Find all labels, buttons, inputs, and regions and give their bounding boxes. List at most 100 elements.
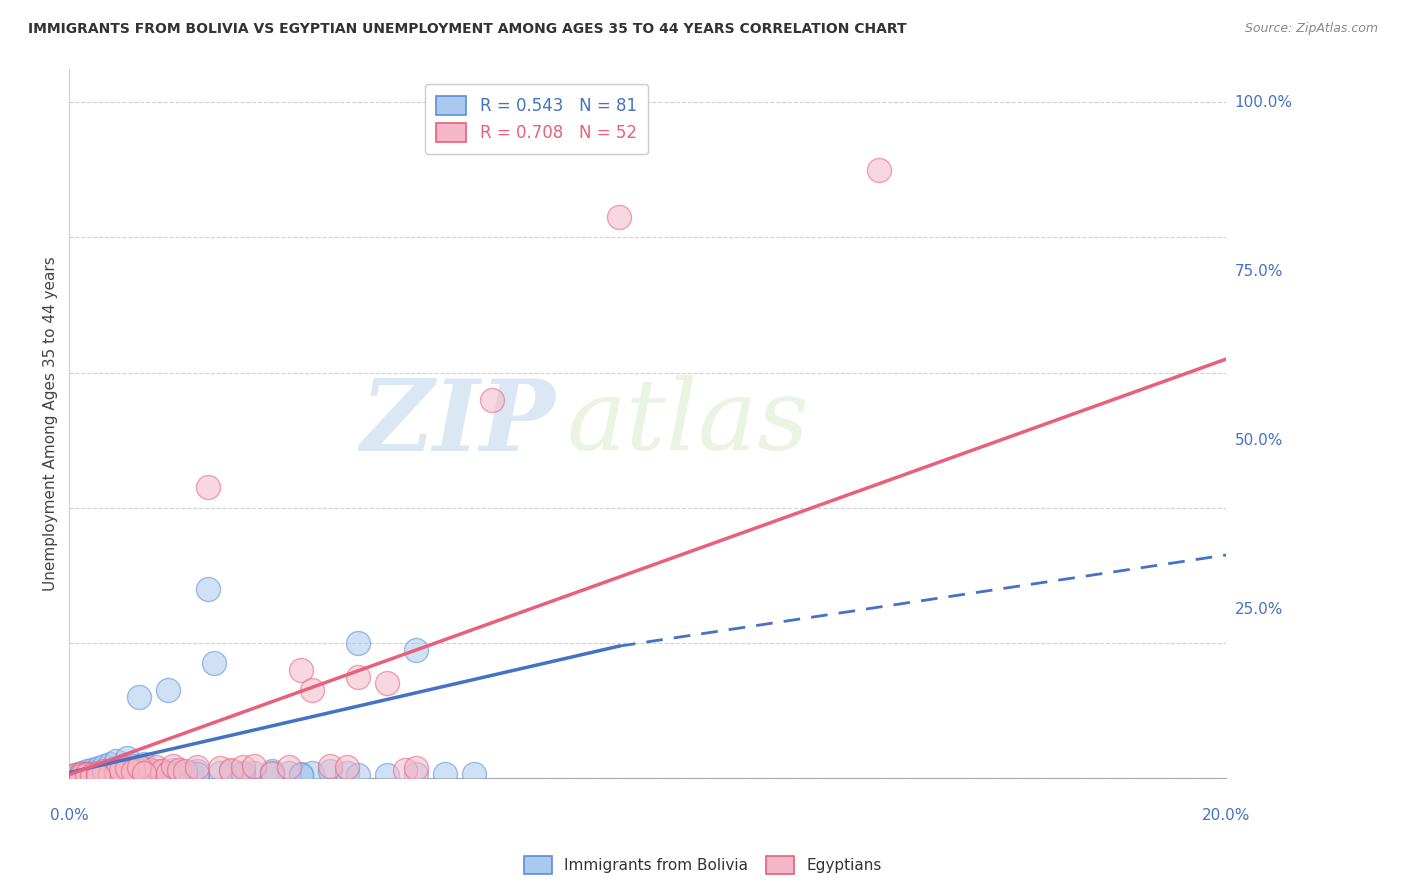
Point: [174, 764, 197, 779]
Point: [121, 758, 143, 772]
Point: [167, 767, 190, 781]
Point: [69, 769, 91, 783]
Point: [76, 767, 98, 781]
Point: [134, 762, 156, 776]
Point: [110, 767, 132, 781]
Point: [87, 768, 110, 782]
Point: [128, 690, 150, 704]
Point: [156, 765, 179, 780]
Text: Source: ZipAtlas.com: Source: ZipAtlas.com: [1244, 22, 1378, 36]
Point: [82, 768, 104, 782]
Point: [104, 765, 127, 780]
Point: [82, 763, 104, 777]
Point: [121, 763, 143, 777]
Y-axis label: Unemployment Among Ages 35 to 44 years: Unemployment Among Ages 35 to 44 years: [44, 256, 58, 591]
Point: [115, 762, 138, 776]
Point: [347, 669, 370, 683]
Point: [394, 763, 416, 777]
Point: [76, 767, 98, 781]
Point: [69, 769, 91, 783]
Point: [93, 765, 115, 780]
Point: [290, 767, 312, 781]
Point: [243, 765, 266, 780]
Legend: Immigrants from Bolivia, Egyptians: Immigrants from Bolivia, Egyptians: [519, 850, 887, 880]
Point: [186, 767, 208, 781]
Point: [174, 767, 197, 781]
Point: [82, 768, 104, 782]
Point: [98, 767, 121, 781]
Text: 0.0%: 0.0%: [49, 808, 89, 823]
Point: [186, 760, 208, 774]
Point: [76, 767, 98, 781]
Point: [180, 765, 202, 780]
Point: [145, 760, 167, 774]
Point: [115, 767, 138, 781]
Text: 100.0%: 100.0%: [1234, 95, 1292, 110]
Point: [405, 642, 427, 657]
Point: [232, 765, 254, 780]
Point: [150, 764, 173, 779]
Point: [115, 765, 138, 780]
Point: [69, 767, 91, 781]
Point: [405, 767, 427, 781]
Point: [290, 767, 312, 781]
Text: 20.0%: 20.0%: [1202, 808, 1250, 823]
Point: [87, 761, 110, 775]
Text: ZIP: ZIP: [360, 375, 555, 472]
Point: [208, 762, 231, 776]
Point: [139, 765, 162, 780]
Point: [219, 764, 242, 779]
Point: [98, 764, 121, 779]
Point: [69, 765, 91, 780]
Point: [63, 767, 86, 781]
Point: [63, 769, 86, 783]
Point: [377, 768, 399, 782]
Point: [110, 768, 132, 782]
Point: [150, 764, 173, 779]
Legend: R = 0.543   N = 81, R = 0.708   N = 52: R = 0.543 N = 81, R = 0.708 N = 52: [425, 84, 648, 154]
Point: [260, 764, 283, 779]
Text: 75.0%: 75.0%: [1234, 264, 1282, 278]
Point: [93, 764, 115, 779]
Point: [87, 765, 110, 780]
Point: [405, 762, 427, 776]
Point: [232, 767, 254, 781]
Point: [290, 663, 312, 677]
Point: [278, 765, 301, 780]
Point: [162, 765, 184, 780]
Point: [98, 767, 121, 781]
Point: [134, 757, 156, 772]
Point: [98, 767, 121, 781]
Point: [104, 764, 127, 779]
Point: [167, 765, 190, 780]
Point: [174, 768, 197, 782]
Point: [301, 683, 323, 698]
Point: [260, 765, 283, 780]
Point: [219, 763, 242, 777]
Point: [607, 210, 630, 224]
Text: atlas: atlas: [567, 376, 810, 471]
Point: [128, 760, 150, 774]
Point: [139, 763, 162, 777]
Text: 50.0%: 50.0%: [1234, 433, 1282, 448]
Point: [121, 764, 143, 779]
Point: [93, 765, 115, 780]
Point: [156, 767, 179, 781]
Point: [63, 770, 86, 784]
Point: [434, 767, 457, 781]
Point: [87, 767, 110, 781]
Point: [134, 767, 156, 781]
Point: [197, 582, 219, 596]
Point: [87, 769, 110, 783]
Point: [868, 162, 890, 177]
Point: [87, 767, 110, 781]
Point: [76, 768, 98, 782]
Point: [76, 769, 98, 783]
Point: [93, 758, 115, 772]
Point: [104, 765, 127, 780]
Point: [150, 767, 173, 781]
Point: [110, 767, 132, 781]
Point: [197, 480, 219, 494]
Point: [110, 763, 132, 777]
Point: [134, 765, 156, 780]
